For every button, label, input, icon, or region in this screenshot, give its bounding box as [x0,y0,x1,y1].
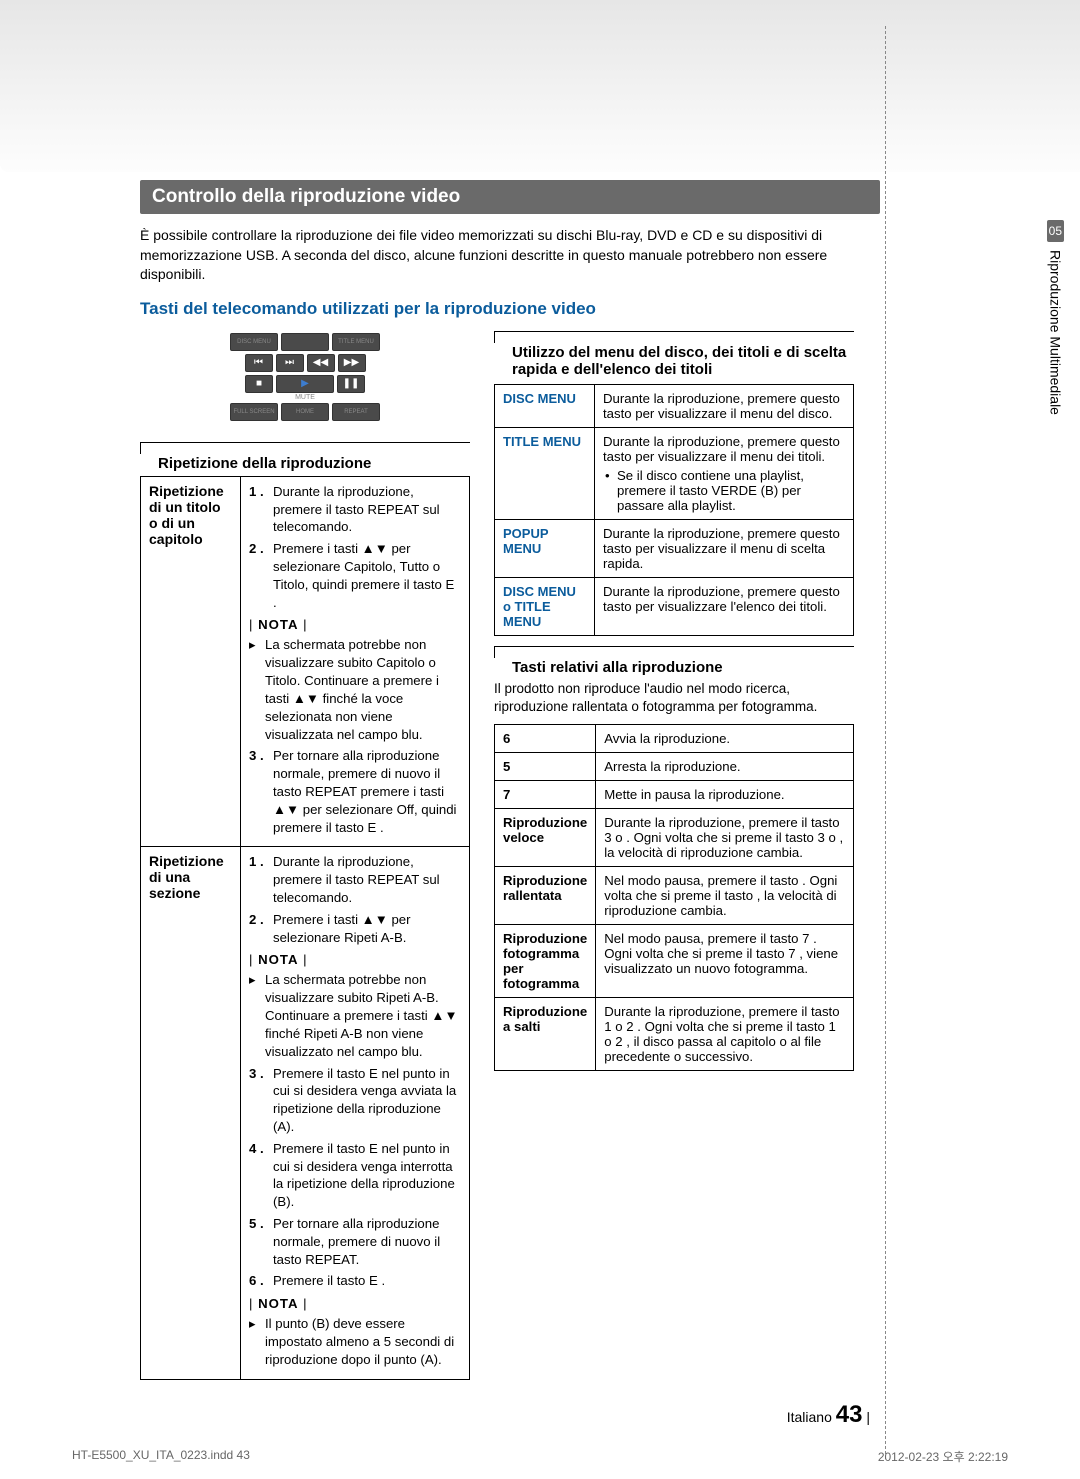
t1-h0: DISC MENU [495,384,595,427]
r2-nota1: NOTA [249,952,461,967]
r1-bullet: La schermata potrebbe non visualizzare s… [249,636,461,743]
play-icon: ▶ [276,375,334,393]
menu-table: DISC MENU Durante la riproduzione, preme… [494,384,854,636]
r1-nota: NOTA [249,617,461,632]
t1-d2: Durante la riproduzione, premere questo … [595,519,854,577]
right-box-title1: Utilizzo del menu del disco, dei titoli … [512,344,854,378]
crop-line [885,26,886,1459]
print-left: HT-E5500_XU_ITA_0223.indd 43 [72,1448,250,1465]
remote-home: HOME [281,403,329,421]
t2-d5: Nel modo pausa, premere il tasto 7 . Ogn… [596,925,854,998]
section-title: Tasti del telecomando utilizzati per la … [140,299,880,319]
right-box-title2: Tasti relativi alla riproduzione [512,659,854,676]
mute-label: MUTE [224,394,386,401]
t2-h6: Riproduzione a salti [495,998,596,1071]
t2-d2: Mette in pausa la riproduzione. [596,781,854,809]
t1-d0: Durante la riproduzione, premere questo … [595,384,854,427]
ffwd-icon: ▶▶ [338,354,366,372]
r1-s1: Durante la riproduzione, premere il tast… [273,484,440,535]
t2-h4: Riproduzione rallentata [495,867,596,925]
t2-d0: Avvia la riproduzione. [596,725,854,753]
chapter-label: Riproduzione Multimediale [1047,250,1063,415]
page-footer: Italiano 43 | [787,1401,870,1429]
left-box-title: Ripetizione della riproduzione [158,455,470,472]
row1-body: 1 .Durante la riproduzione, premere il t… [241,476,470,847]
r2-bullet1: La schermata potrebbe non visualizzare s… [249,971,461,1060]
repeat-table: Ripetizione di un titolo o di un capitol… [140,476,470,1380]
remote-fullscreen: FULL SCREEN [230,403,278,421]
page-content: Controllo della riproduzione video È pos… [140,180,880,1380]
stop-icon: ■ [245,375,273,393]
t2-h0: 6 [495,725,596,753]
r1-s2: Premere i tasti ▲▼ per selezionare Capit… [273,541,454,609]
header-bar: Controllo della riproduzione video [140,180,880,214]
left-column: DISC MENU TITLE MENU ⏮ ⏭ ◀◀ ▶▶ ■ ▶ ❚❚ MU… [140,329,470,1380]
top-shadow [0,0,1080,172]
skip-back-icon: ⏮ [245,354,273,372]
t2-h3: Riproduzione veloce [495,809,596,867]
t1-d1-main: Durante la riproduzione, premere questo … [603,434,840,464]
r2-bullet2: Il punto (B) deve essere impostato almen… [249,1315,461,1368]
r2-s2: Premere i tasti ▲▼ per selezionare Ripet… [273,912,411,945]
remote-repeat: REPEAT [332,403,380,421]
r2-s6: Premere il tasto E . [273,1273,385,1288]
footer-lang: Italiano [787,1409,832,1425]
r2-s1: Durante la riproduzione, premere il tast… [273,854,440,905]
right-box-title1-border: Utilizzo del menu del disco, dei titoli … [494,331,854,378]
right-column: Utilizzo del menu del disco, dei titoli … [494,329,854,1380]
t2-h5: Riproduzione fotogramma per fotogramma [495,925,596,998]
r2-s5: Per tornare alla riproduzione normale, p… [273,1216,440,1267]
r2-s4: Premere il tasto E nel punto in cui si d… [273,1141,455,1209]
print-line: HT-E5500_XU_ITA_0223.indd 43 2012-02-23 … [72,1448,1008,1465]
remote-disc-menu: DISC MENU [230,333,278,351]
right-intro2: Il prodotto non riproduce l'audio nel mo… [494,680,854,716]
row2-header: Ripetizione di una sezione [141,847,241,1379]
rewind-icon: ◀◀ [307,354,335,372]
intro-text: È possibile controllare la riproduzione … [140,226,880,285]
t1-d3: Durante la riproduzione, premere questo … [595,577,854,635]
r2-s3: Premere il tasto E nel punto in cui si d… [273,1066,456,1134]
right-box-title2-border: Tasti relativi alla riproduzione [494,646,854,676]
row2-body: 1 .Durante la riproduzione, premere il t… [241,847,470,1379]
t2-d3: Durante la riproduzione, premere il tast… [596,809,854,867]
r2-nota2: NOTA [249,1296,461,1311]
remote-title-menu: TITLE MENU [332,333,380,351]
t1-d1: Durante la riproduzione, premere questo … [595,427,854,519]
remote-blank [281,333,329,351]
t2-h1: 5 [495,753,596,781]
t1-h3: DISC MENU o TITLE MENU [495,577,595,635]
footer-bar: | [866,1409,870,1425]
chapter-num: 05 [1047,220,1064,242]
r1-s3: Per tornare alla riproduzione normale, p… [273,748,456,834]
skip-fwd-icon: ⏭ [276,354,304,372]
t2-h2: 7 [495,781,596,809]
t1-h1: TITLE MENU [495,427,595,519]
left-box-title-border: Ripetizione della riproduzione [140,442,470,472]
t1-h2: POPUP MENU [495,519,595,577]
row1-header: Ripetizione di un titolo o di un capitol… [141,476,241,847]
remote-diagram: DISC MENU TITLE MENU ⏮ ⏭ ◀◀ ▶▶ ■ ▶ ❚❚ MU… [220,329,390,428]
t2-d4: Nel modo pausa, premere il tasto . Ogni … [596,867,854,925]
pause-icon: ❚❚ [337,375,365,393]
t1-d1-sub: Se il disco contiene una playlist, preme… [603,468,845,513]
playback-table: 6Avvia la riproduzione. 5Arresta la ripr… [494,724,854,1071]
t2-d6: Durante la riproduzione, premere il tast… [596,998,854,1071]
side-tab: 05 Riproduzione Multimediale [1047,220,1064,415]
print-right: 2012-02-23 오후 2:22:19 [878,1448,1008,1465]
t2-d1: Arresta la riproduzione. [596,753,854,781]
footer-page: 43 [836,1401,863,1428]
